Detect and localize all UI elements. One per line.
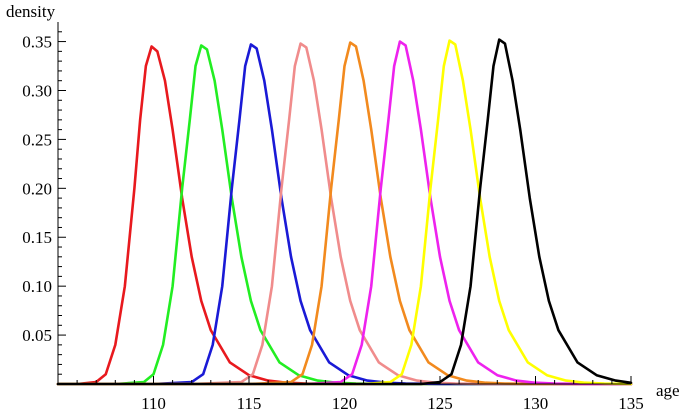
x-tick-label: 130 — [523, 394, 549, 413]
x-axis-title: age — [656, 381, 680, 400]
y-axis-title: density — [6, 2, 56, 21]
density-curve-2 — [56, 44, 633, 386]
y-tick-label: 0.30 — [22, 81, 52, 100]
density-curve-1 — [56, 45, 633, 386]
y-tick-label: 0.10 — [22, 277, 52, 296]
x-tick-label: 120 — [332, 394, 358, 413]
x-ticks: 110 115 120 125 130 135 — [76, 376, 644, 413]
density-curve-7 — [56, 39, 633, 386]
y-tick-label: 0.05 — [22, 326, 52, 345]
y-tick-label: 0.15 — [22, 228, 52, 247]
density-curve-8 — [56, 38, 633, 386]
y-tick-label: 0.35 — [22, 33, 52, 52]
y-ticks: 0.05 0.10 0.15 0.20 0.25 0.30 0.35 — [22, 31, 66, 375]
x-tick-label: 110 — [141, 394, 166, 413]
y-tick-label: 0.25 — [22, 130, 52, 149]
density-curve-5 — [56, 41, 633, 386]
x-tick-label: 135 — [618, 394, 644, 413]
density-curve-4 — [56, 42, 633, 386]
x-tick-label: 125 — [427, 394, 453, 413]
y-tick-label: 0.20 — [22, 179, 52, 198]
x-tick-label: 115 — [237, 394, 262, 413]
curves-layer — [56, 38, 633, 386]
